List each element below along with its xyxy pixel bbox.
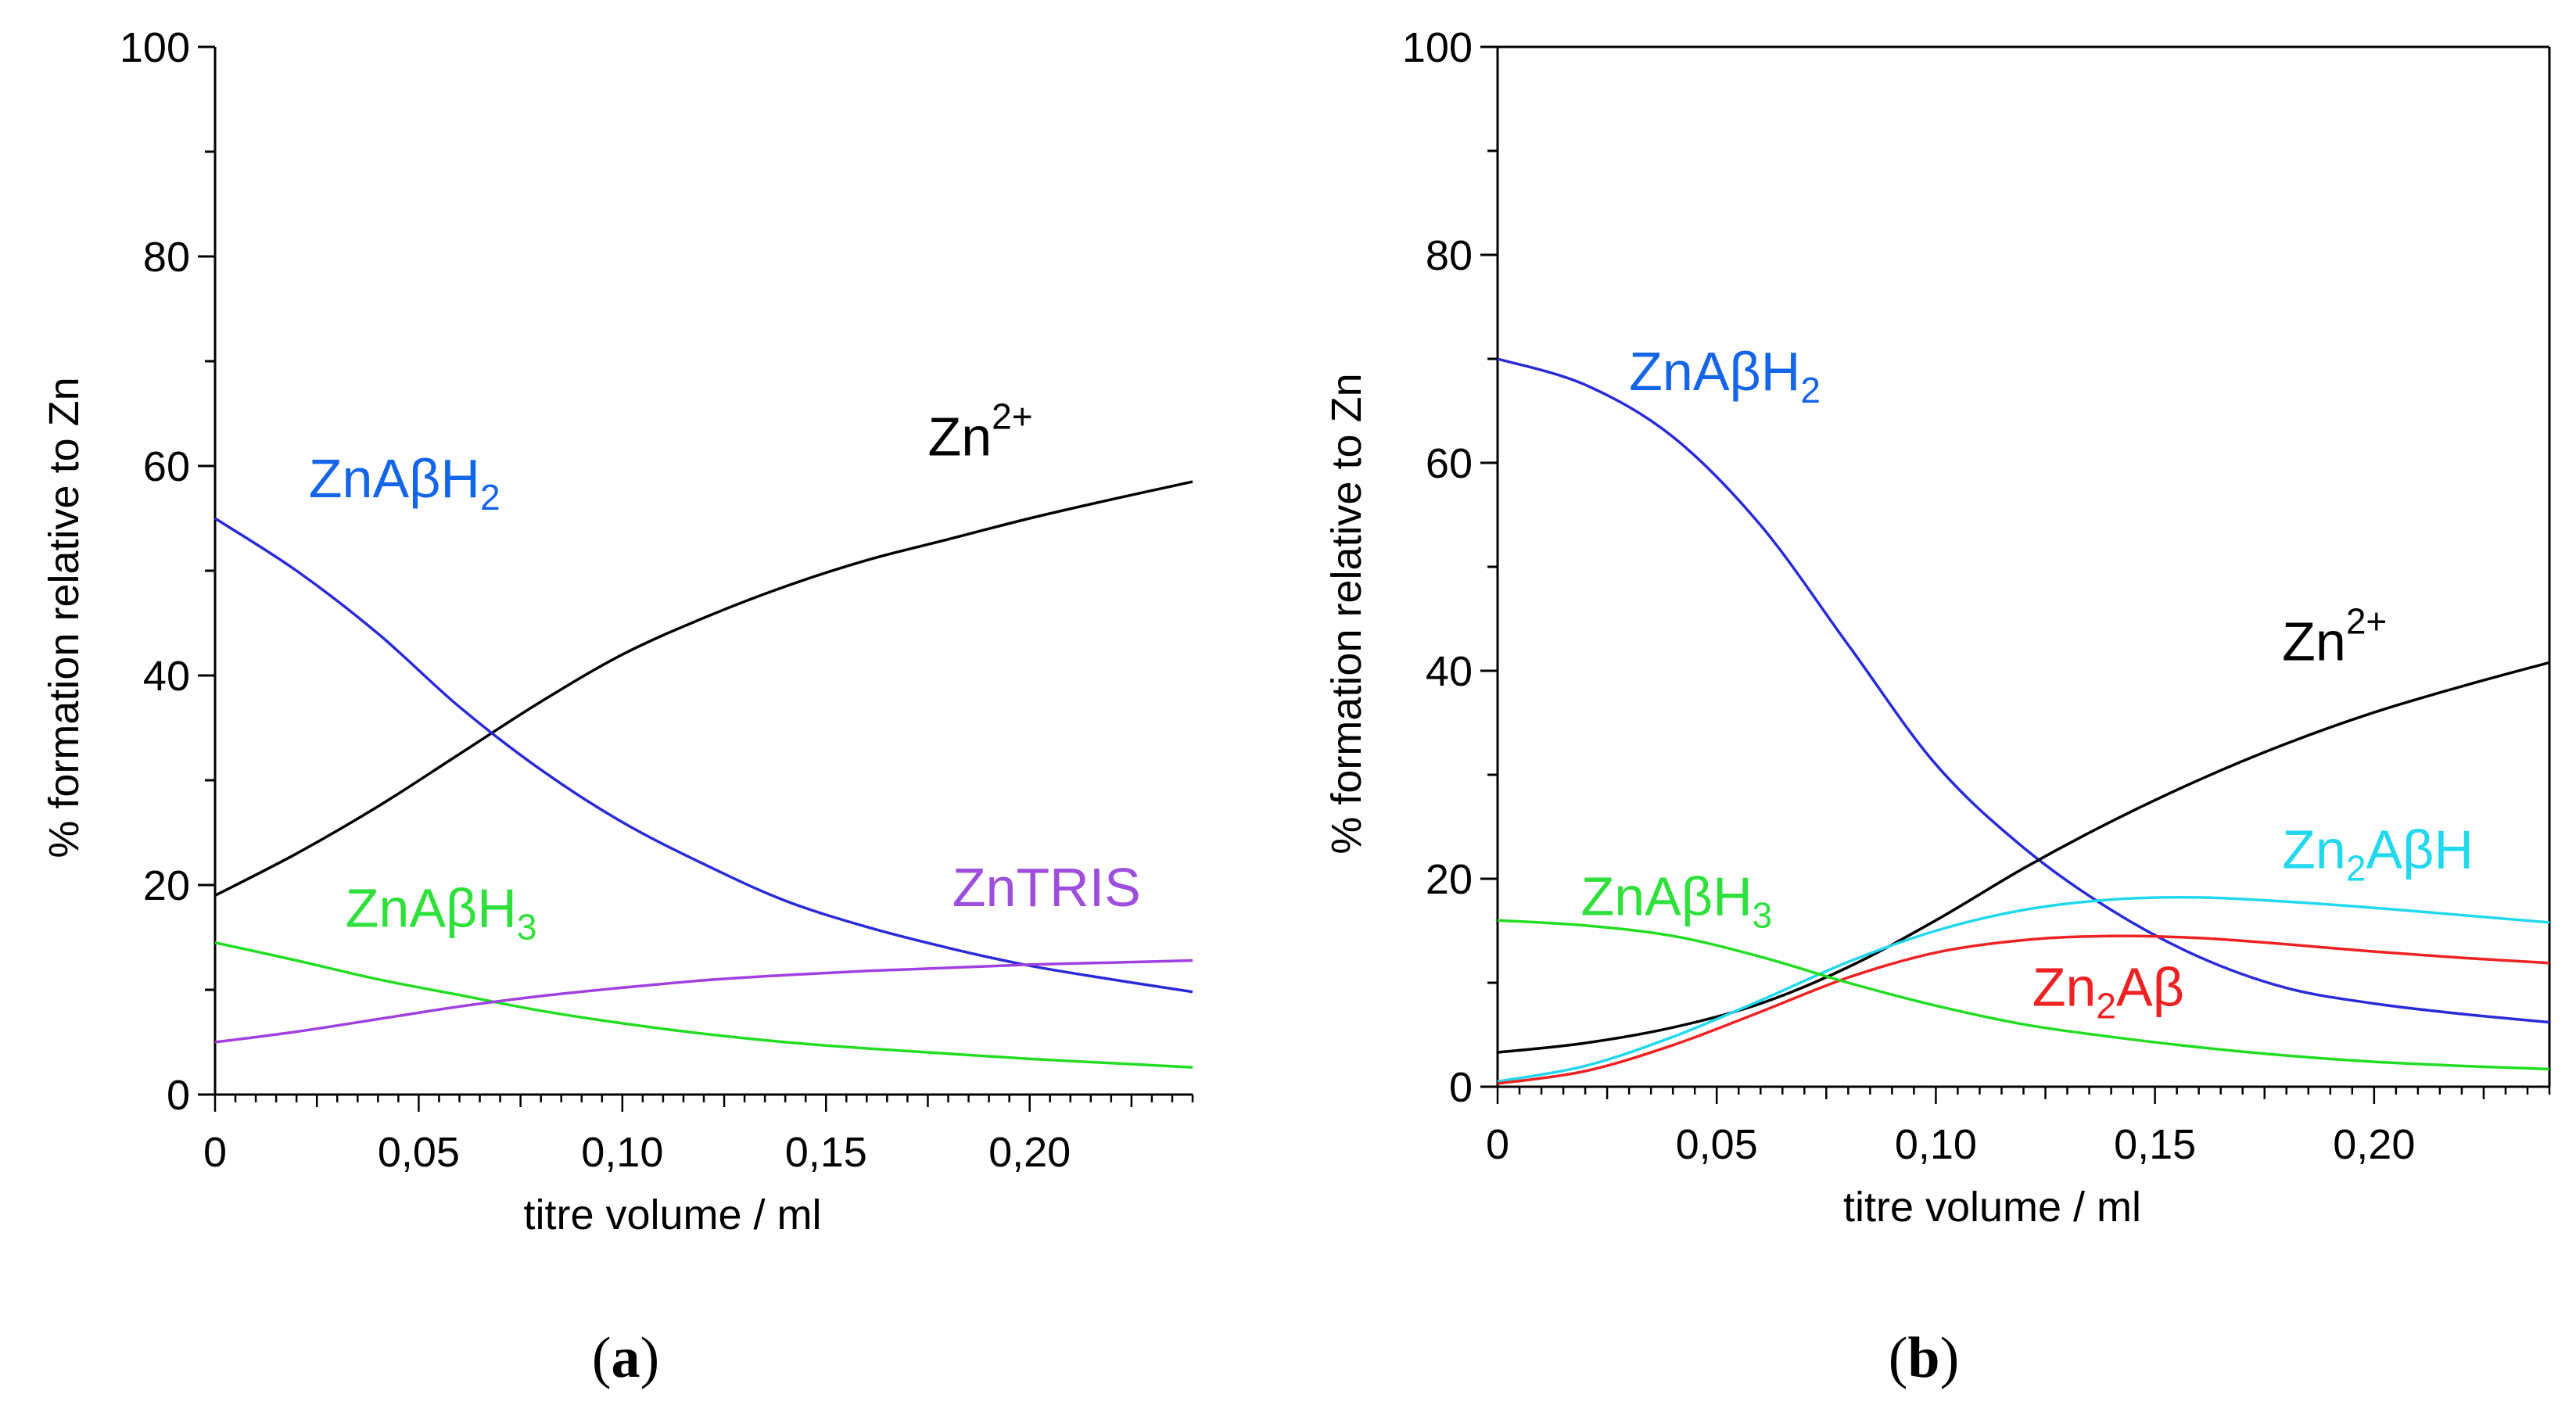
caption-b: (b) bbox=[1888, 1326, 1960, 1390]
series-label-Zn2+: Zn2+ bbox=[2282, 601, 2387, 672]
series-line-Zn2Aβ bbox=[1497, 934, 2550, 1085]
x-tick-label: 0,20 bbox=[988, 1129, 1071, 1176]
x-tick-label: 0,15 bbox=[785, 1129, 867, 1176]
series-label-Zn2AβH: Zn2AβH bbox=[2282, 819, 2474, 889]
series-line-Zn2AβH bbox=[1497, 896, 2550, 1084]
series-label-Zn2Aβ: Zn2Aβ bbox=[2032, 956, 2184, 1026]
x-tick-label: 0 bbox=[203, 1129, 227, 1176]
y-tick-label: 40 bbox=[1426, 648, 1473, 695]
y-tick-label: 80 bbox=[143, 234, 190, 281]
y-tick-label: 0 bbox=[167, 1072, 190, 1119]
chart-b: 0 20 40 60 80 100 0 0,05 0,10 0,15 0,20 titre volum… bbox=[1323, 24, 2551, 1231]
series-line-ZnAβH3 bbox=[214, 941, 1193, 1069]
y-tick-label: 40 bbox=[143, 653, 190, 700]
y-tick-label: 20 bbox=[1426, 856, 1473, 903]
series-label-ZnAβH3: ZnAβH3 bbox=[1580, 866, 1772, 936]
series-label-Zn2+: Zn2+ bbox=[927, 396, 1032, 468]
x-tick-label: 0,20 bbox=[2333, 1121, 2415, 1168]
x-tick-label: 0,05 bbox=[1676, 1121, 1758, 1168]
series-line-ZnTRIS bbox=[214, 959, 1193, 1044]
y-tick-label: 100 bbox=[120, 24, 190, 71]
y-tick-label: 0 bbox=[1449, 1064, 1473, 1111]
x-axis-label: titre volume / ml bbox=[1843, 1184, 2141, 1231]
series-line-Zn2+ bbox=[1497, 661, 2550, 1054]
series-label-ZnAβH3: ZnAβH3 bbox=[346, 878, 537, 948]
caption-a: (a) bbox=[591, 1326, 660, 1390]
series-line-ZnAβH2 bbox=[1497, 357, 2550, 1024]
x-tick-label: 0,10 bbox=[581, 1129, 663, 1176]
series-label-ZnAβH2: ZnAβH2 bbox=[309, 448, 500, 518]
series-line-Zn2+ bbox=[214, 480, 1193, 897]
y-axis-label: % formation relative to Zn bbox=[1323, 373, 1370, 854]
x-tick-label: 0,05 bbox=[378, 1129, 460, 1176]
series-label-ZnTRIS: ZnTRIS bbox=[953, 857, 1141, 918]
series-line-ZnAβH3 bbox=[1497, 919, 2550, 1071]
chart-a: 0 20 40 60 80 100 0 0,05 0,10 0,15 0,20 titre volum… bbox=[41, 24, 1194, 1238]
series-label-ZnAβH2: ZnAβH2 bbox=[1629, 341, 1821, 410]
x-tick-label: 0 bbox=[1486, 1121, 1509, 1168]
x-tick-label: 0,15 bbox=[2114, 1121, 2196, 1168]
y-tick-label: 80 bbox=[1426, 232, 1473, 279]
y-tick-label: 60 bbox=[1426, 440, 1473, 487]
y-tick-label: 100 bbox=[1402, 24, 1473, 71]
x-axis-label: titre volume / ml bbox=[523, 1191, 821, 1238]
y-axis-label: % formation relative to Zn bbox=[41, 377, 88, 858]
y-tick-label: 20 bbox=[143, 862, 190, 909]
y-tick-label: 60 bbox=[143, 443, 190, 490]
x-tick-label: 0,10 bbox=[1895, 1121, 1977, 1168]
